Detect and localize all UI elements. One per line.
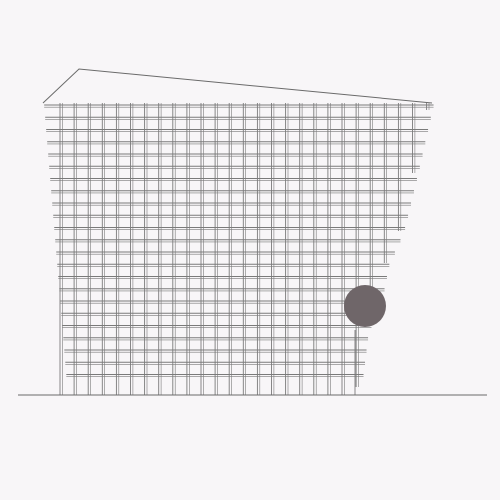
dark-circle	[344, 285, 386, 327]
roof-line	[42, 68, 433, 104]
facade-grid	[59, 103, 430, 395]
roof-outline	[42, 68, 433, 104]
